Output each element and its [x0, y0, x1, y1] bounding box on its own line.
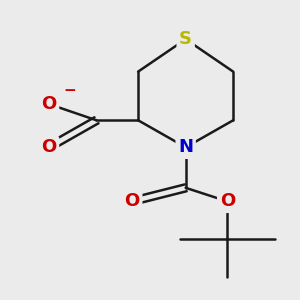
Text: S: S	[179, 30, 192, 48]
Text: O: O	[124, 192, 140, 210]
Text: O: O	[41, 138, 57, 156]
Text: −: −	[63, 83, 76, 98]
Text: O: O	[41, 95, 57, 113]
Text: O: O	[220, 192, 235, 210]
Text: N: N	[178, 138, 193, 156]
